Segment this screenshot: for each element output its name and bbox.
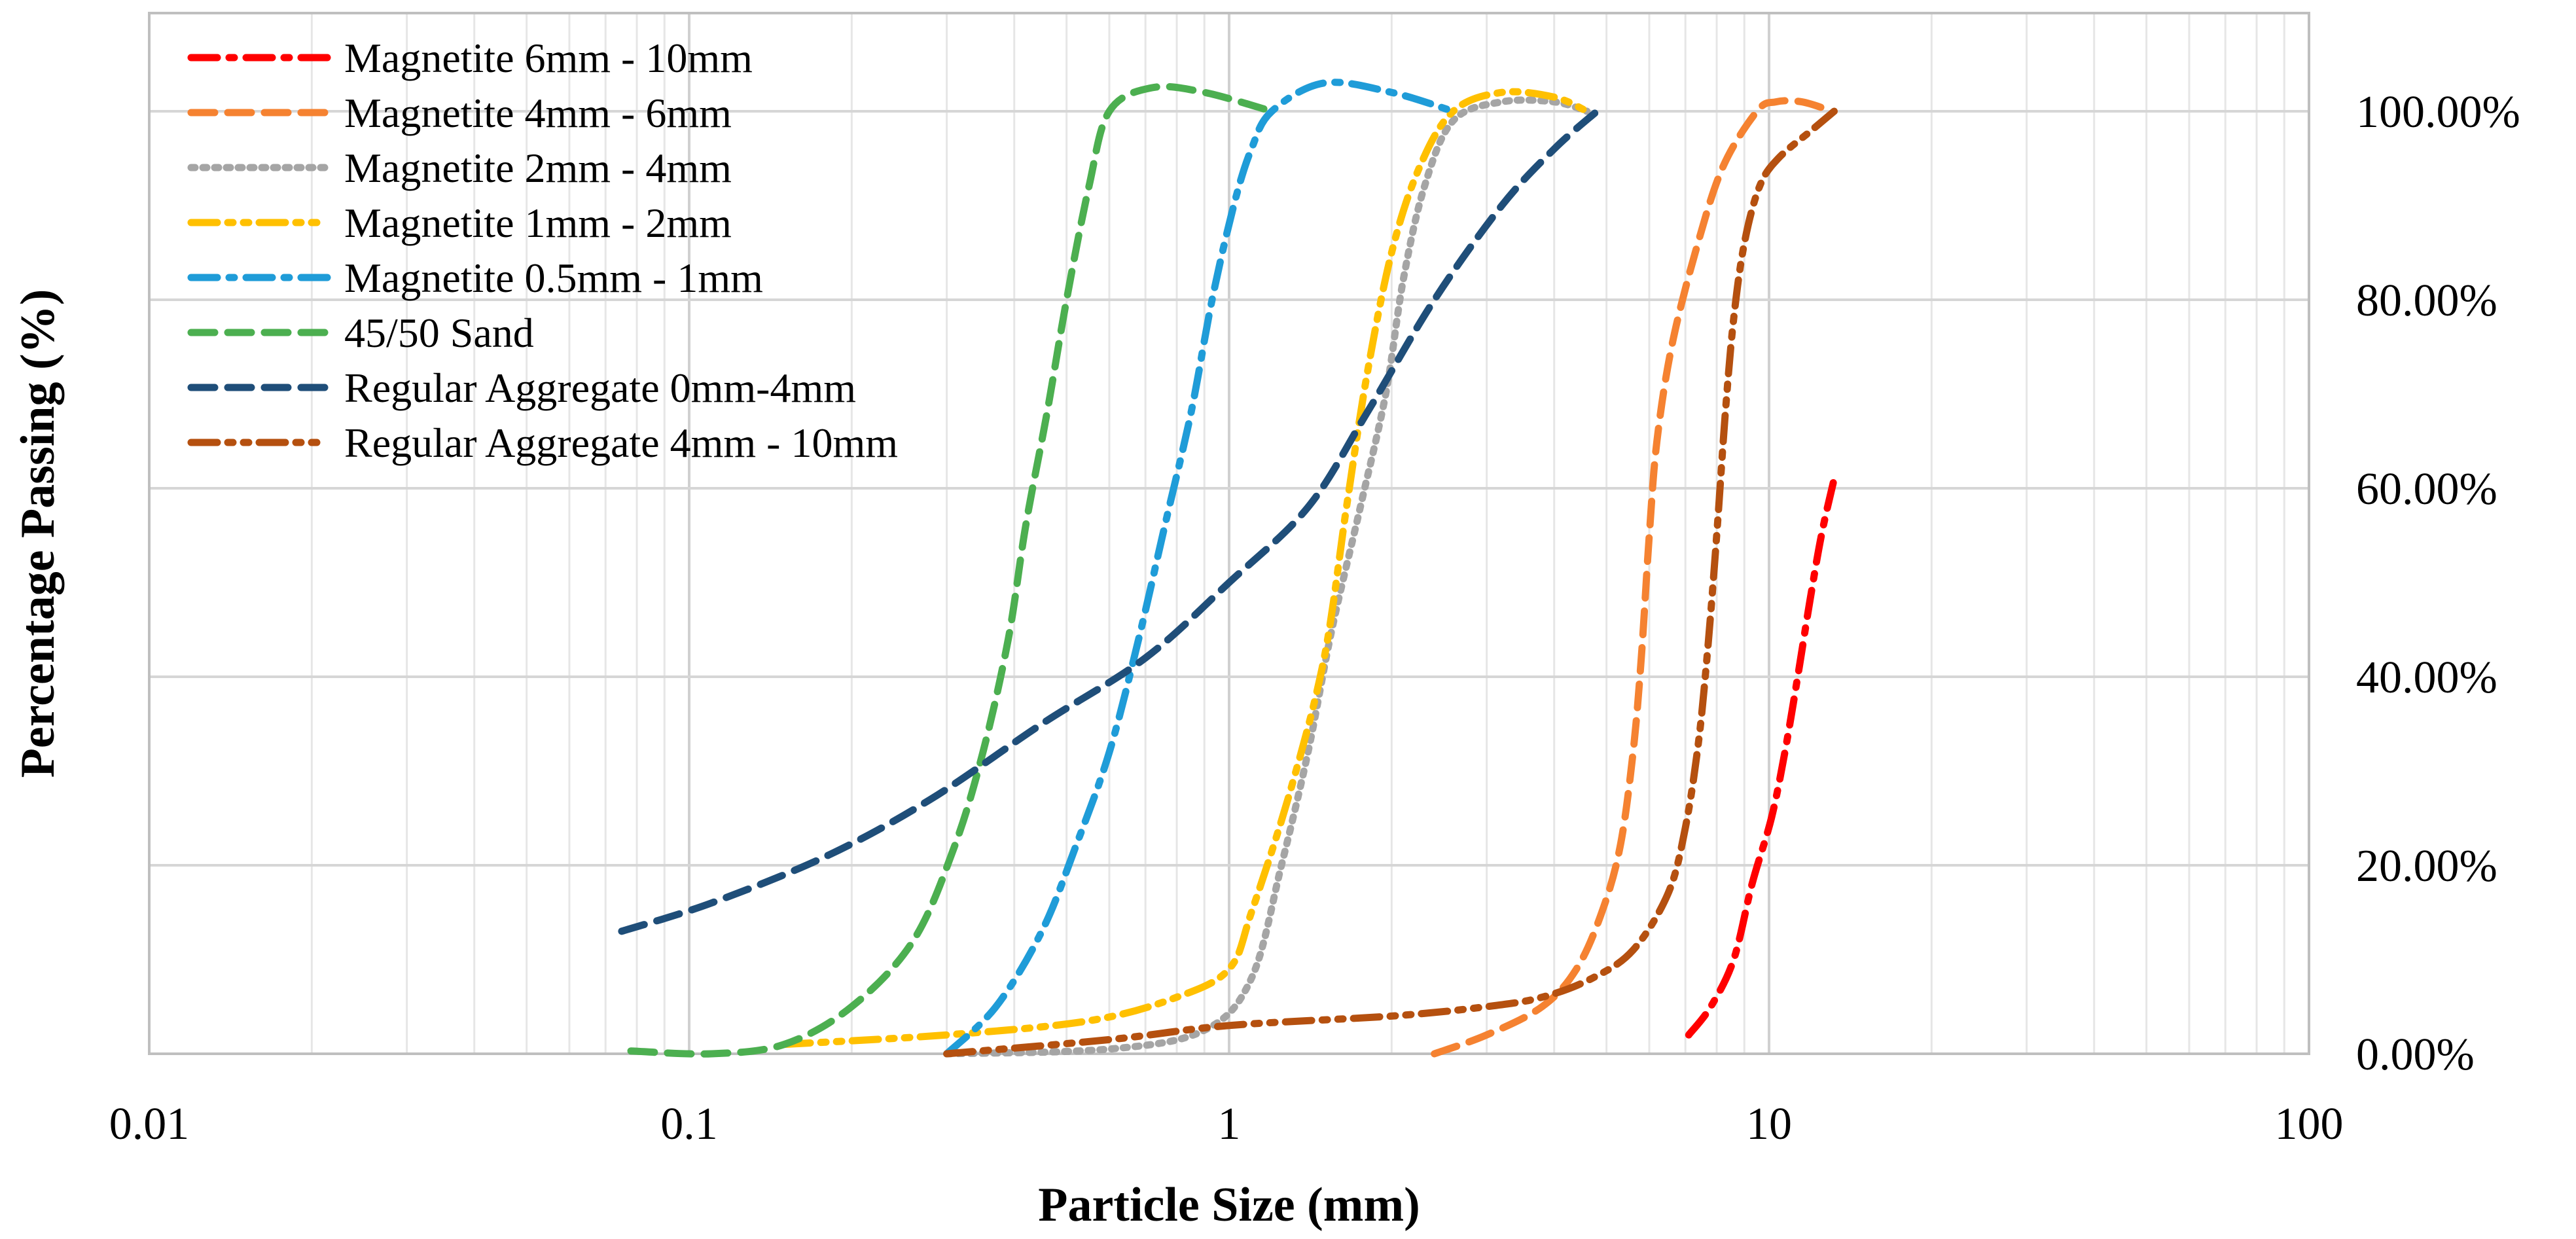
legend: Magnetite 6mm - 10mm Magnetite 4mm - 6mm M… (187, 35, 898, 466)
x-tick-label: 100 (2275, 1099, 2344, 1149)
x-axis-ticks: 0.01 0.1 1 10 100 (109, 1099, 2344, 1149)
y-tick-label: 80.00% (2356, 276, 2497, 326)
legend-label-magnetite-6mm-10mm: Magnetite 6mm - 10mm (344, 35, 753, 81)
x-tick-label: 0.01 (109, 1099, 190, 1149)
series-line-45-50-sand (627, 82, 1276, 1058)
y-axis-title: Percentage Passing (%) (11, 289, 65, 778)
series-line-regular-aggregate-0mm-4mm (618, 107, 1601, 935)
plot-area-frame (148, 12, 2310, 1055)
grid (148, 13, 2309, 1055)
series-line-magnetite-0-5mm-1mm (943, 79, 1457, 1058)
series-line-magnetite-6mm-10mm (1685, 475, 1838, 1039)
x-tick-label: 10 (1746, 1099, 1792, 1149)
x-tick-label: 0.1 (660, 1099, 718, 1149)
x-axis-title: Particle Size (mm) (1038, 1178, 1420, 1232)
legend-label-regular-aggregate-4mm-10mm: Regular Aggregate 4mm - 10mm (344, 420, 898, 466)
y-tick-label: 0.00% (2356, 1030, 2475, 1080)
legend-label-magnetite-4mm-6mm: Magnetite 4mm - 6mm (344, 90, 732, 136)
y-tick-label: 100.00% (2356, 87, 2520, 137)
x-tick-label: 1 (1218, 1099, 1241, 1149)
legend-label-regular-aggregate-0mm-4mm: Regular Aggregate 0mm-4mm (344, 365, 856, 411)
y-tick-label: 60.00% (2356, 464, 2497, 514)
y-tick-label: 40.00% (2356, 653, 2497, 703)
series-line-magnetite-1mm-2mm (780, 88, 1591, 1049)
y-axis-ticks: 0.00% 20.00% 40.00% 60.00% 80.00% 100.00% (2356, 87, 2520, 1080)
series-lines (618, 79, 1838, 1058)
legend-label-magnetite-1mm-2mm: Magnetite 1mm - 2mm (344, 200, 732, 246)
legend-label-magnetite-2mm-4mm: Magnetite 2mm - 4mm (344, 145, 732, 191)
y-tick-label: 20.00% (2356, 841, 2497, 891)
series-line-magnetite-4mm-6mm (1431, 97, 1836, 1058)
series-line-regular-aggregate-4mm-10mm (943, 107, 1838, 1058)
legend-label-magnetite-0-5mm-1mm: Magnetite 0.5mm - 1mm (344, 255, 763, 301)
legend-label-45-50-sand: 45/50 Sand (344, 310, 534, 356)
